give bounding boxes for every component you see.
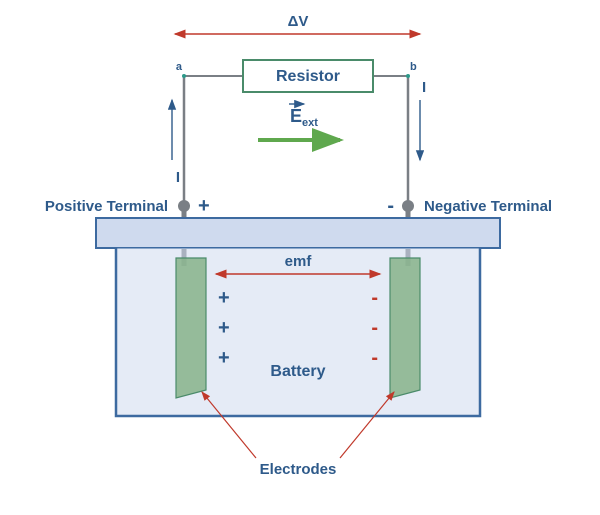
- node-b-label: b: [410, 61, 417, 73]
- electrode-left: [176, 258, 206, 398]
- electrode-minus: -: [371, 287, 378, 309]
- node-a-dot: [182, 74, 186, 78]
- electrode-minus: -: [371, 347, 378, 369]
- current-left-label: I: [176, 169, 180, 186]
- pos-terminal-label: Positive Terminal: [45, 198, 168, 215]
- electrode-plus: +: [218, 317, 230, 339]
- eext-label: Eext: [290, 106, 318, 129]
- battery-label: Battery: [270, 363, 325, 380]
- emf-label: emf: [285, 253, 313, 270]
- electrodes-label: Electrodes: [260, 461, 337, 478]
- battery-lid: [96, 218, 500, 248]
- resistor-label: Resistor: [276, 68, 340, 85]
- battery-tank-fill: [116, 248, 480, 416]
- electrode-plus: +: [218, 287, 230, 309]
- node-b-dot: [406, 74, 410, 78]
- electrode-minus: -: [371, 317, 378, 339]
- electrode-right: [390, 258, 420, 398]
- neg-sign: -: [387, 195, 394, 217]
- current-right-label: I: [422, 79, 426, 96]
- neg-terminal-label: Negative Terminal: [424, 198, 552, 215]
- node-a-label: a: [176, 61, 183, 73]
- electrode-plus: +: [218, 347, 230, 369]
- delta-v-label: ΔV: [288, 13, 309, 30]
- pos-sign: +: [198, 195, 210, 217]
